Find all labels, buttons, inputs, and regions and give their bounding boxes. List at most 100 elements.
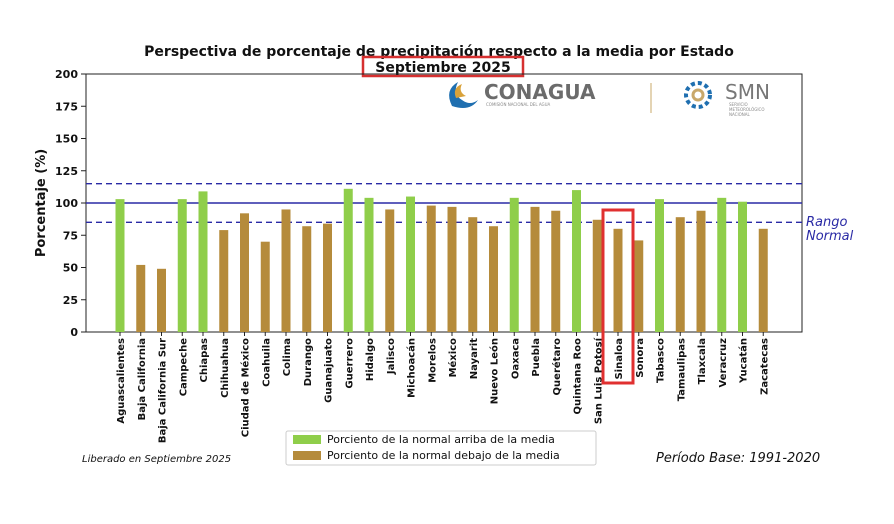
- range-label-line1: Rango: [806, 215, 847, 230]
- conagua-emblem-icon: [449, 82, 478, 108]
- bar-29: [717, 197, 727, 332]
- y-tick-label: 125: [55, 165, 78, 178]
- x-tick-label: Coahuila: [261, 338, 272, 387]
- bar-28: [696, 210, 706, 332]
- bar-20: [530, 206, 540, 332]
- x-tick-label: Tabasco: [656, 338, 667, 383]
- bar-8: [281, 209, 291, 332]
- y-tick-label: 175: [55, 100, 78, 113]
- x-tick-label: Querétaro: [551, 338, 563, 396]
- base-period: Período Base: 1991-2020: [656, 451, 820, 466]
- bar-19: [509, 197, 519, 332]
- x-tick-label: Nayarit: [469, 338, 480, 379]
- bar-16: [447, 206, 457, 332]
- x-tick-label: Hidalgo: [365, 338, 376, 381]
- bar-22: [572, 190, 581, 332]
- x-tick-label: Guanajuato: [324, 338, 335, 403]
- y-tick-label: 100: [55, 197, 78, 210]
- bar-26: [655, 199, 664, 332]
- bar-1: [136, 264, 146, 332]
- bar-4: [198, 191, 208, 332]
- bar-13: [385, 209, 395, 332]
- bar-15: [426, 205, 436, 332]
- y-axis-ticks: 0 25 50 75 100 125 150 175 200: [55, 68, 86, 339]
- smn-name: SMN: [725, 80, 770, 104]
- bar-6: [240, 213, 249, 332]
- bar-27: [675, 217, 685, 332]
- bar-14: [406, 196, 415, 332]
- conagua-logo: CONAGUA COMISIÓN NACIONAL DEL AGUA: [449, 80, 596, 108]
- y-tick-label: 50: [63, 262, 79, 275]
- smn-logo: SMN SERVICIO METEOROLÓGICO NACIONAL: [684, 80, 770, 117]
- sinaloa-highlight-box: [601, 208, 635, 385]
- smn-emblem-icon: [684, 81, 712, 109]
- y-tick-label: 25: [63, 294, 78, 307]
- smn-tagline-1: SERVICIO: [729, 102, 748, 107]
- bar-30: [738, 201, 747, 332]
- x-tick-label: Jalisco: [386, 338, 397, 375]
- x-tick-label: Durango: [303, 338, 314, 386]
- subtitle-highlight-box: [361, 55, 525, 78]
- x-tick-label: Oaxaca: [510, 338, 521, 379]
- bar-23: [592, 219, 602, 332]
- conagua-tagline: COMISIÓN NACIONAL DEL AGUA: [486, 102, 551, 107]
- bar-18: [489, 226, 498, 332]
- bar-10: [323, 223, 332, 332]
- release-note: Liberado en Septiembre 2025: [82, 454, 231, 465]
- x-tick-label: San Luis Potosí: [592, 337, 604, 424]
- x-tick-label: México: [447, 338, 459, 378]
- bar-9: [302, 226, 312, 332]
- reference-lines: [86, 182, 802, 224]
- chart-subtitle: Septiembre 2025: [375, 60, 510, 76]
- range-label-line2: Normal: [806, 229, 854, 244]
- chart-title: Perspectiva de porcentaje de precipitaci…: [144, 44, 734, 60]
- x-tick-label: Sinaloa: [614, 338, 625, 380]
- x-tick-label: Nuevo León: [489, 338, 501, 404]
- bar-3: [177, 199, 187, 332]
- x-tick-label: Aguascalientes: [116, 338, 127, 424]
- bar-7: [260, 241, 270, 332]
- legend-label-above: Porciento de la normal arriba de la medi…: [327, 433, 555, 446]
- legend-swatch-above: [293, 435, 321, 444]
- x-tick-label: Morelos: [427, 338, 438, 383]
- x-tick-label: Quintana Roo: [573, 338, 584, 415]
- x-tick-label: Campeche: [178, 338, 189, 396]
- x-tick-label: Colima: [282, 338, 293, 376]
- conagua-name: CONAGUA: [484, 80, 596, 104]
- legend-box: [285, 430, 597, 466]
- legend-swatch-below: [293, 451, 321, 460]
- smn-tagline-3: NACIONAL: [729, 112, 751, 117]
- y-tick-label: 0: [70, 326, 78, 339]
- y-axis-label: Porcentaje (%): [34, 149, 49, 257]
- x-axis-ticks: Aguascalientes Baja California Baja Califo…: [116, 332, 770, 443]
- bar-0: [115, 199, 125, 332]
- smn-emblem-center-icon: [691, 88, 705, 102]
- x-tick-label: Yucatán: [738, 338, 750, 384]
- bar-12: [364, 197, 374, 332]
- x-tick-label: Guerrero: [344, 338, 355, 389]
- x-tick-label: Puebla: [531, 338, 542, 377]
- x-tick-label: Tamaulipas: [676, 338, 687, 401]
- bar-11: [343, 188, 353, 332]
- legend: Porciento de la normal arriba de la medi…: [285, 430, 597, 466]
- bar-31: [758, 228, 768, 332]
- x-tick-label: Sonora: [635, 338, 646, 378]
- x-tick-label: Veracruz: [718, 338, 729, 388]
- bar-5: [219, 230, 229, 332]
- y-tick-label: 200: [55, 68, 78, 81]
- x-tick-label: Michoacán: [406, 338, 418, 398]
- x-tick-label: Chiapas: [199, 338, 210, 383]
- bar-2: [157, 268, 166, 332]
- smn-tagline-2: METEOROLÓGICO: [729, 107, 764, 112]
- bar-21: [551, 210, 561, 332]
- y-tick-label: 75: [63, 229, 78, 242]
- x-tick-label: Ciudad de México: [240, 338, 252, 437]
- bars: [115, 188, 768, 332]
- x-tick-label: Baja California Sur: [158, 338, 169, 443]
- y-tick-label: 150: [55, 133, 78, 146]
- x-tick-label: Chihuahua: [220, 338, 231, 398]
- bar-24: [613, 228, 623, 332]
- x-tick-label: Baja California: [137, 338, 148, 420]
- legend-label-below: Porciento de la normal debajo de la medi…: [327, 449, 560, 462]
